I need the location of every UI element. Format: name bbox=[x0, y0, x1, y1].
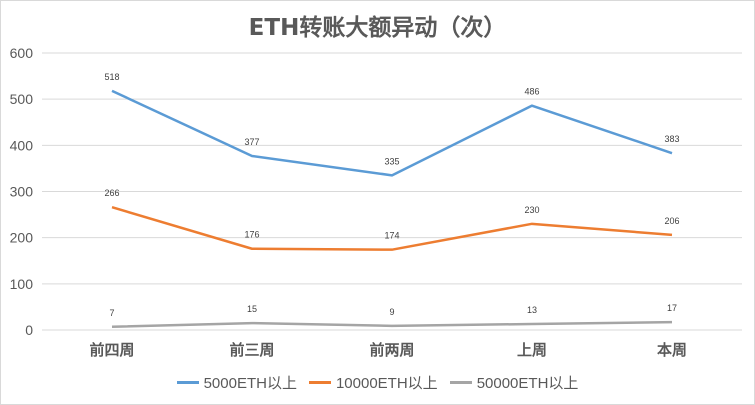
legend-swatch-icon bbox=[449, 381, 472, 384]
legend-swatch-icon bbox=[308, 381, 331, 384]
data-label: 486 bbox=[524, 87, 539, 97]
x-tick-label: 本周 bbox=[657, 341, 687, 359]
y-tick-label: 200 bbox=[10, 230, 34, 246]
legend: 5000ETH以上 10000ETH以上 50000ETH以上 bbox=[0, 372, 755, 393]
data-label: 266 bbox=[104, 188, 119, 198]
series-line bbox=[111, 320, 673, 329]
y-tick-label: 400 bbox=[10, 137, 34, 153]
y-tick-label: 0 bbox=[25, 322, 33, 338]
data-label: 9 bbox=[389, 307, 394, 317]
data-label: 15 bbox=[247, 304, 257, 314]
data-label: 230 bbox=[524, 205, 539, 215]
legend-label: 50000ETH以上 bbox=[476, 375, 579, 392]
series-line bbox=[111, 205, 673, 251]
y-tick-label: 500 bbox=[10, 91, 34, 107]
x-tick-label: 上周 bbox=[517, 341, 547, 359]
series-line bbox=[111, 89, 673, 177]
y-tick-label: 600 bbox=[10, 45, 34, 61]
legend-item: 50000ETH以上 bbox=[449, 372, 579, 393]
legend-label: 10000ETH以上 bbox=[335, 375, 438, 392]
legend-label: 5000ETH以上 bbox=[203, 375, 297, 392]
data-label: 335 bbox=[384, 156, 399, 166]
data-label: 17 bbox=[667, 303, 677, 313]
data-label: 174 bbox=[384, 231, 399, 241]
data-label: 13 bbox=[527, 305, 537, 315]
legend-item: 10000ETH以上 bbox=[308, 372, 438, 393]
data-label: 377 bbox=[244, 137, 259, 147]
x-tick-label: 前四周 bbox=[89, 341, 134, 359]
y-tick-label: 300 bbox=[10, 184, 34, 200]
data-label: 7 bbox=[109, 308, 114, 318]
legend-item: 5000ETH以上 bbox=[176, 372, 297, 393]
data-label: 176 bbox=[244, 230, 259, 240]
x-tick-label: 前两周 bbox=[369, 341, 414, 359]
y-tick-label: 100 bbox=[10, 276, 34, 292]
data-label: 206 bbox=[664, 216, 679, 226]
chart-title: ETH转账大额异动（次） bbox=[248, 15, 507, 41]
data-label: 518 bbox=[104, 72, 119, 82]
data-label: 383 bbox=[664, 134, 679, 144]
x-tick-label: 前三周 bbox=[229, 341, 274, 359]
legend-swatch-icon bbox=[176, 381, 199, 384]
